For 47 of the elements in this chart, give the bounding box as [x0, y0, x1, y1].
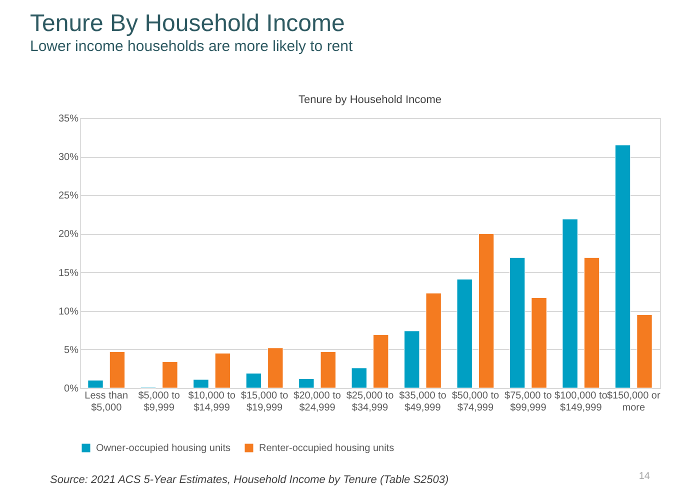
y-tick-label: 0% [64, 384, 79, 394]
bar [584, 257, 600, 388]
bar [404, 330, 420, 388]
bar [351, 368, 367, 388]
x-tick-label: $100,000 to $149,999 [554, 390, 608, 414]
bar [426, 292, 442, 388]
bar [88, 380, 104, 388]
x-tick-label: $75,000 to $99,999 [504, 390, 552, 414]
bar [298, 378, 314, 388]
chart-title: Tenure By Household Income [30, 10, 345, 37]
x-tick-label: $25,000 to $34,999 [346, 390, 394, 414]
y-tick-label: 20% [58, 229, 79, 240]
bar [562, 218, 578, 388]
text: Tenure by Household Income [298, 94, 442, 106]
bar [162, 362, 178, 388]
x-tick-label: $5,000 to $9,999 [138, 390, 180, 414]
chart-subtitle: Lower income households are more likely to rent [30, 38, 354, 55]
x-tick-label: $10,000 to $14,999 [188, 390, 236, 414]
legend-label: Renter-occupied housing units [259, 443, 394, 454]
y-tick-label: 35% [58, 114, 79, 124]
source-note: Source: 2021 ACS 5-Year Estimates, Household Income by Tenure (Table S2503) [50, 474, 450, 486]
x-tick-label: $15,000 to $19,999 [240, 390, 289, 414]
bar [456, 278, 472, 388]
y-tick-label: 5% [64, 344, 79, 356]
y-tick-label: 30% [58, 152, 79, 164]
x-tick-label: $20,000 to $24,999 [294, 390, 342, 414]
bar [268, 348, 284, 388]
x-tick-label: $35,000 to $49,999 [399, 390, 447, 414]
bar [509, 257, 526, 388]
y-tick-label: 15% [58, 268, 79, 279]
text: 14 [638, 471, 650, 482]
bar [214, 353, 231, 388]
bar [246, 373, 262, 388]
bar [193, 379, 209, 388]
legend-label: Owner-occupied housing units [96, 443, 231, 454]
y-tick-label: 25% [58, 190, 79, 202]
bar [320, 351, 336, 388]
x-tick-label: $50,000 to $74,999 [452, 390, 500, 414]
bar [531, 297, 547, 388]
y-tick-label: 10% [58, 306, 79, 318]
x-tick-label: $150,000 or more [606, 390, 661, 414]
x-tick-label: Less than $5,000 [84, 390, 128, 414]
bar [614, 144, 631, 388]
bar [478, 233, 494, 388]
bar [109, 351, 126, 388]
bar [373, 334, 389, 388]
bar [636, 314, 652, 388]
